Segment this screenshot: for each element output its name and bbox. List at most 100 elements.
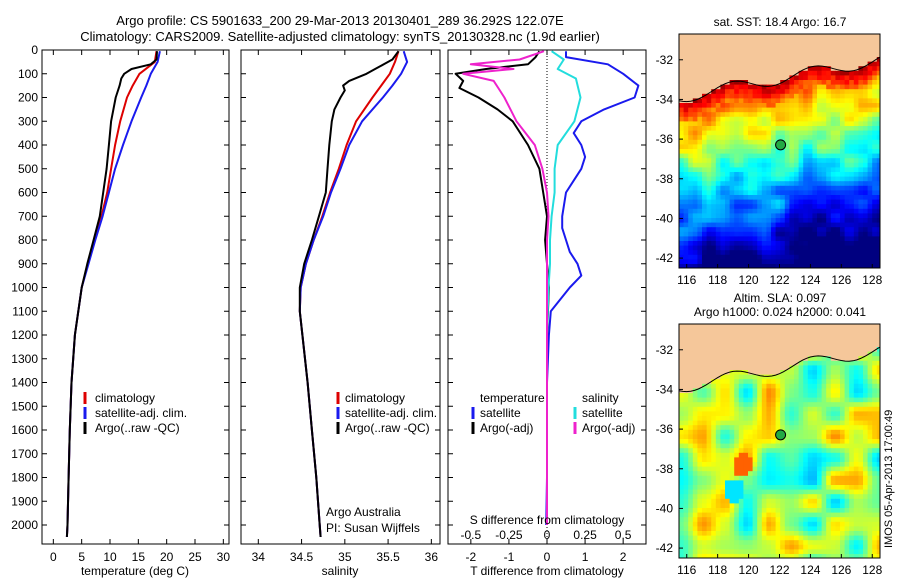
map-x-tick-label: 124 xyxy=(800,273,820,287)
y-tick-label: 1300 xyxy=(11,352,38,366)
annotation-pi: PI: Susan Wijffels xyxy=(326,521,420,535)
legend-climatology: climatology xyxy=(345,391,405,405)
sst-map-title: sat. SST: 18.4 Argo: 16.7 xyxy=(714,15,847,29)
x-tick-label: 1 xyxy=(582,550,589,564)
difference-lines xyxy=(454,50,640,526)
x-tick-label: 2 xyxy=(620,550,627,564)
map-x-tick-label: 120 xyxy=(739,563,759,577)
temperature-axes xyxy=(41,49,230,545)
legend-salinity-heading: salinity xyxy=(582,391,619,405)
map-x-tick-label: 126 xyxy=(831,563,851,577)
imos-timestamp: IMOS 05-Apr-2013 17:00:49 xyxy=(883,410,895,548)
map-y-tick-label: -36 xyxy=(656,132,674,146)
s-tick-label: -0.5 xyxy=(461,528,482,542)
map-y-tick-label: -34 xyxy=(656,92,674,106)
legend-argo: Argo(..raw -QC) xyxy=(95,421,180,435)
map-y-tick-label: -38 xyxy=(656,172,674,186)
y-tick-label: 1400 xyxy=(11,376,38,390)
annotation-argo-australia: Argo Australia xyxy=(326,505,401,519)
map-y-tick-label: -42 xyxy=(656,541,674,555)
map-y-tick-label: -32 xyxy=(656,53,674,67)
map-x-tick-label: 128 xyxy=(862,563,882,577)
map-x-tick-label: 118 xyxy=(708,273,727,287)
map-x-tick-label: 122 xyxy=(769,273,789,287)
s-difference-xlabel: S difference from climatology xyxy=(470,513,625,527)
coastline xyxy=(679,56,880,103)
y-tick-label: 1000 xyxy=(11,281,38,295)
y-tick-label: 500 xyxy=(18,162,38,176)
y-tick-label: 1900 xyxy=(11,494,38,508)
map-y-tick-label: -32 xyxy=(656,343,674,357)
x-tick-label: 0 xyxy=(50,550,57,564)
salinity-axes xyxy=(240,49,441,545)
x-tick-label: 34 xyxy=(252,550,266,564)
chart-title-line1: Argo profile: CS 5901633_200 29-Mar-2013… xyxy=(116,13,564,28)
map-y-tick-label: -36 xyxy=(656,422,674,436)
y-tick-label: 400 xyxy=(18,138,38,152)
x-tick-label: 35 xyxy=(338,550,352,564)
difference-legend-temperature: temperature satellite Argo(-adj) xyxy=(471,391,545,435)
x-tick-label: -2 xyxy=(466,550,477,564)
y-tick-label: 600 xyxy=(18,186,38,200)
temperature-lines xyxy=(65,50,161,537)
sla-map xyxy=(679,324,880,558)
coastline xyxy=(679,346,880,393)
y-tick-label: 1500 xyxy=(11,399,38,413)
x-tick-label: 25 xyxy=(188,550,202,564)
s-tick-label: 0.25 xyxy=(573,528,597,542)
y-tick-label: 800 xyxy=(18,233,38,247)
x-tick-label: 35.5 xyxy=(376,550,400,564)
salinity-legend: climatology satellite-adj. clim. Argo(..… xyxy=(336,391,437,435)
salinity-lines xyxy=(298,50,409,537)
sla-map-subtitle: Argo h1000: 0.024 h2000: 0.041 xyxy=(694,305,866,319)
salinity-xlabel: salinity xyxy=(322,564,359,578)
y-tick-label: 2000 xyxy=(11,518,38,532)
series-line-argo-raw-qc- xyxy=(298,50,400,537)
legend-t-argo: Argo(-adj) xyxy=(480,421,533,435)
sst-map xyxy=(679,34,880,268)
map-x-tick-label: 120 xyxy=(739,273,759,287)
map-x-tick-label: 124 xyxy=(800,563,820,577)
map-x-tick-label: 116 xyxy=(677,563,696,577)
argo-location-marker xyxy=(775,429,787,441)
map-y-tick-label: -42 xyxy=(656,251,674,265)
map-x-tick-label: 126 xyxy=(831,273,851,287)
x-tick-label: 20 xyxy=(160,550,174,564)
y-tick-label: 100 xyxy=(18,67,38,81)
map-y-tick-label: -40 xyxy=(656,211,674,225)
series-line-t-satellite xyxy=(545,51,640,526)
s-tick-label: -0.25 xyxy=(495,528,523,542)
series-line-s-satellite xyxy=(546,50,582,525)
y-tick-label: 1600 xyxy=(11,423,38,437)
map-y-tick-label: -40 xyxy=(656,501,674,515)
legend-t-satellite: satellite xyxy=(480,406,521,420)
series-line-argo-raw-qc- xyxy=(65,51,158,537)
argo-location-marker xyxy=(775,139,787,151)
map-x-tick-label: 122 xyxy=(769,563,789,577)
series-line-s-argo-adj- xyxy=(462,50,550,525)
legend-satellite-adj: satellite-adj. clim. xyxy=(95,406,187,420)
legend-argo: Argo(..raw -QC) xyxy=(345,421,430,435)
series-line-t-argo-adj- xyxy=(454,50,550,525)
x-tick-label: 10 xyxy=(103,550,117,564)
map-x-tick-label: 116 xyxy=(677,273,696,287)
y-tick-label: 900 xyxy=(18,257,38,271)
legend-s-satellite: satellite xyxy=(582,406,623,420)
x-tick-label: 0 xyxy=(544,550,551,564)
y-tick-label: 300 xyxy=(18,114,38,128)
map-y-tick-label: -34 xyxy=(656,382,674,396)
map-x-tick-label: 118 xyxy=(708,563,727,577)
y-tick-label: 1200 xyxy=(11,328,38,342)
legend-s-argo: Argo(-adj) xyxy=(582,421,635,435)
legend-climatology: climatology xyxy=(95,391,155,405)
x-tick-label: 36 xyxy=(425,550,439,564)
s-tick-label: 0.5 xyxy=(615,528,632,542)
y-tick-label: 700 xyxy=(18,209,38,223)
x-tick-label: -1 xyxy=(504,550,515,564)
y-tick-label: 1100 xyxy=(12,304,38,318)
s-tick-label: 0 xyxy=(544,528,551,542)
y-tick-label: 0 xyxy=(31,43,38,57)
y-tick-label: 1700 xyxy=(11,447,38,461)
chart-title-line2: Climatology: CARS2009. Satellite-adjuste… xyxy=(80,29,600,44)
